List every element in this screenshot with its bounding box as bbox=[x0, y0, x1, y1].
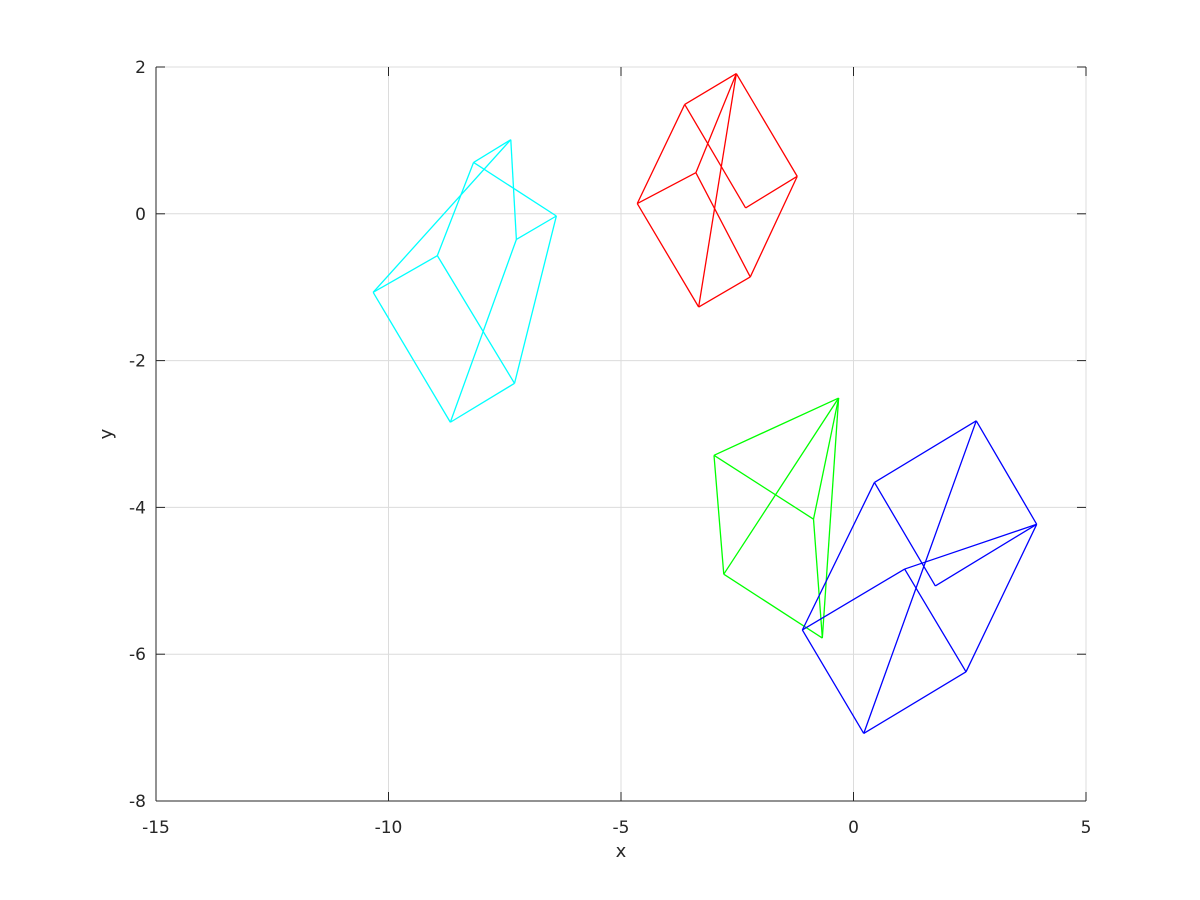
series-1-edge bbox=[695, 73, 737, 173]
series-0-edge bbox=[513, 215, 557, 384]
series-1-edge bbox=[749, 176, 798, 278]
series-0-edge bbox=[516, 215, 557, 241]
series-1-edge bbox=[636, 203, 700, 308]
x-tick-label: -10 bbox=[375, 818, 403, 838]
series-3-edge bbox=[965, 524, 1038, 673]
y-tick-label: -6 bbox=[129, 645, 146, 665]
series-0-wireframe bbox=[372, 139, 557, 423]
ticks: -15 -10 -5 0 5 -8 -6 -4 -2 0 2 bbox=[129, 58, 1091, 838]
x-axis-label: x bbox=[616, 841, 627, 862]
plot-area bbox=[372, 73, 1038, 735]
series-0-edge bbox=[510, 139, 518, 240]
series-3-edge bbox=[904, 568, 967, 673]
series-1-edge bbox=[745, 175, 798, 209]
series-1-edge bbox=[698, 276, 751, 308]
y-tick-label: -8 bbox=[129, 792, 146, 812]
series-0-edge bbox=[372, 139, 512, 293]
series-1-edge bbox=[735, 73, 798, 177]
series-1-edge bbox=[684, 104, 747, 209]
y-tick-label: -2 bbox=[129, 352, 146, 372]
series-2-edge bbox=[821, 397, 840, 639]
series-1-edge bbox=[636, 172, 697, 205]
x-tick-label: 0 bbox=[848, 818, 859, 838]
series-1-edge bbox=[698, 73, 737, 308]
y-tick-label: -4 bbox=[129, 498, 146, 518]
series-3-edge bbox=[863, 671, 967, 735]
series-2-edge bbox=[723, 397, 840, 575]
series-3-edge bbox=[801, 629, 865, 734]
grid bbox=[155, 66, 1087, 802]
series-2-edge bbox=[713, 454, 814, 520]
x-tick-label: -5 bbox=[613, 818, 630, 838]
series-0-edge bbox=[449, 239, 517, 423]
x-tick-label: -15 bbox=[142, 818, 170, 838]
series-0-edge bbox=[473, 139, 512, 163]
series-3-edge bbox=[935, 523, 1038, 587]
series-2-edge bbox=[713, 455, 725, 575]
series-0-edge bbox=[473, 161, 557, 217]
series-2-edge bbox=[713, 397, 839, 456]
series-3-edge bbox=[975, 420, 1038, 525]
y-axis-label: y bbox=[96, 428, 117, 439]
series-3-edge bbox=[904, 523, 1037, 570]
series-3-edge bbox=[863, 420, 977, 734]
series-0-edge bbox=[372, 292, 451, 423]
series-3-wireframe bbox=[801, 420, 1038, 735]
y-tick-label: 2 bbox=[135, 58, 146, 78]
series-3-edge bbox=[874, 420, 977, 484]
series-0-edge bbox=[436, 162, 475, 256]
series-3-edge bbox=[802, 568, 905, 631]
x-tick-label: 5 bbox=[1081, 818, 1092, 838]
series-2-wireframe bbox=[713, 397, 840, 639]
series-3-edge bbox=[873, 482, 936, 587]
series-1-edge bbox=[684, 73, 737, 105]
series-2-edge bbox=[812, 397, 840, 520]
series-0-edge bbox=[372, 255, 438, 293]
series-1-edge bbox=[695, 172, 751, 278]
series-0-edge bbox=[450, 382, 515, 423]
series-0-edge bbox=[436, 255, 516, 384]
series-1-wireframe bbox=[636, 73, 798, 308]
series-3-edge bbox=[801, 482, 876, 631]
series-1-edge bbox=[636, 104, 686, 204]
y-tick-label: 0 bbox=[135, 205, 146, 225]
series-2-edge bbox=[723, 573, 823, 639]
